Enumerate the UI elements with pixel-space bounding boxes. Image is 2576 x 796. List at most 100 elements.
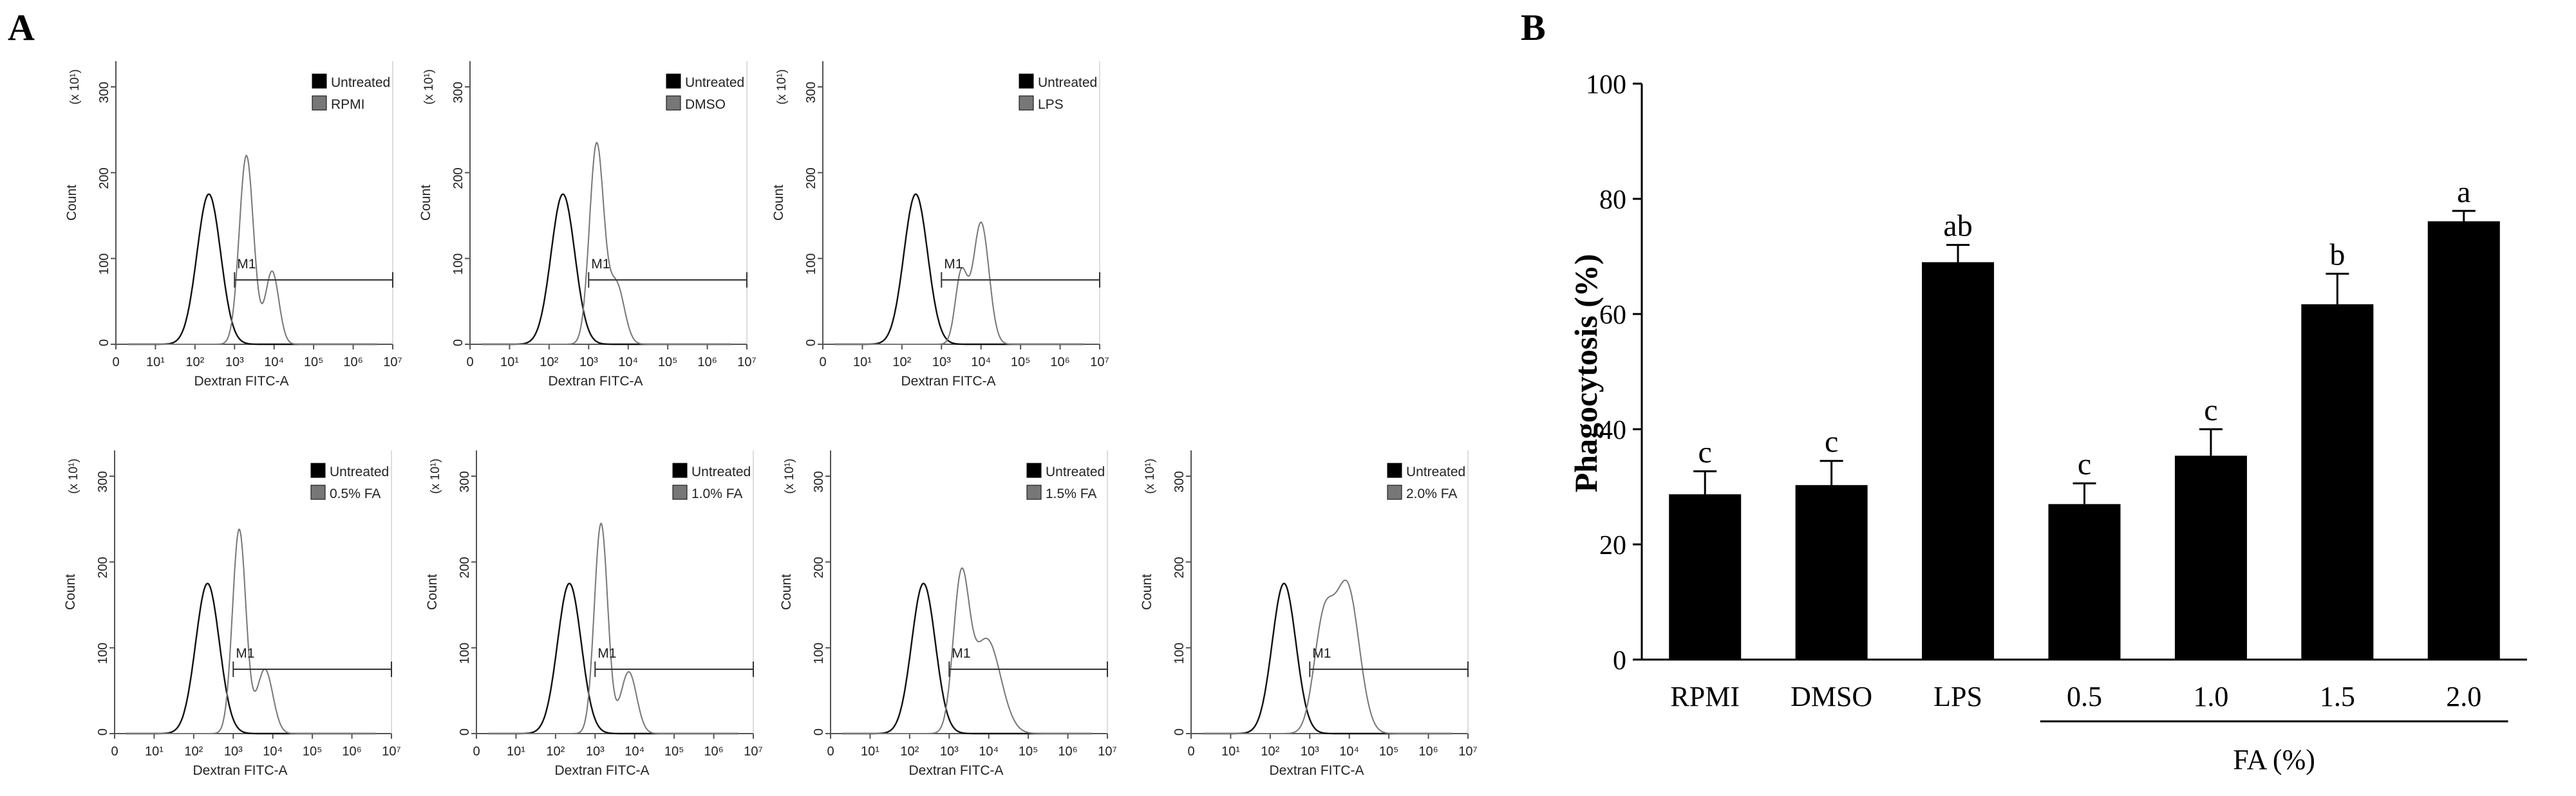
x-tick-label: 10³ (225, 355, 244, 369)
legend-label: LPS (1038, 97, 1064, 112)
bar-y-tick-label: 80 (1599, 185, 1626, 215)
histogram-5: 0 100 200 300 0 10¹ 10² 10³ 10⁴ 10⁵ 10⁶ 10⁷ Dextran … (425, 450, 763, 778)
x-axis-label: Dextran FITC-A (554, 763, 649, 778)
x-tick-label: 10² (900, 745, 919, 759)
x-tick-label: 10² (546, 745, 565, 759)
y-tick-label: 300 (1172, 471, 1187, 492)
x-tick-label: 10⁶ (343, 355, 362, 369)
bar-y-tick-label: 100 (1586, 70, 1626, 100)
bar-2 (1795, 485, 1868, 660)
y-scale-note: (x 10¹) (775, 69, 789, 105)
x-tick-label: 10³ (224, 745, 243, 759)
marker-label: M1 (952, 646, 970, 661)
x-tick-label: 10² (1261, 745, 1279, 759)
histogram-curve-treated (842, 567, 1092, 734)
significance-label: b (2329, 237, 2345, 272)
histogram-1: 0 100 200 300 0 10¹ 10² 10³ 10⁴ 10⁵ 10⁶ 10⁷ Dextran … (64, 61, 402, 389)
legend-swatch (1026, 463, 1042, 478)
x-tick-label: 10³ (586, 745, 605, 759)
x-tick-label: 10⁶ (704, 745, 723, 759)
y-tick-label: 200 (812, 557, 826, 578)
x-tick-label: 10² (540, 355, 558, 369)
y-tick-label: 100 (1172, 643, 1187, 664)
x-tick-label: 10⁴ (618, 355, 638, 369)
y-tick-label: 200 (804, 167, 818, 189)
y-tick-label: 0 (812, 728, 826, 736)
histogram-3: 0 100 200 300 0 10¹ 10² 10³ 10⁴ 10⁵ 10⁶ 10⁷ Dextran … (771, 61, 1109, 389)
y-scale-note: (x 10¹) (67, 459, 80, 494)
legend-swatch (672, 463, 688, 478)
x-axis-label: Dextran FITC-A (901, 374, 995, 389)
x-tick-label: 0 (819, 355, 826, 369)
histogram-curve-treated (834, 221, 1084, 345)
y-tick-label: 300 (97, 82, 111, 103)
bar-category-label: 0.5 (2067, 681, 2102, 712)
bar-category-label: 2.0 (2446, 681, 2481, 712)
x-axis-label: Dextran FITC-A (193, 763, 287, 778)
y-scale-note: (x 10¹) (783, 459, 796, 494)
histogram-curve-treated (1203, 579, 1453, 734)
y-tick-label: 100 (804, 254, 818, 275)
y-tick-label: 0 (96, 728, 110, 736)
legend-label: Untreated (1406, 465, 1465, 479)
x-tick-label: 0 (111, 745, 118, 759)
x-tick-label: 10⁴ (979, 745, 999, 759)
legend-swatch (1026, 485, 1042, 500)
y-tick-label: 100 (96, 643, 110, 664)
x-tick-label: 10⁷ (382, 745, 400, 759)
y-tick-label: 0 (97, 339, 111, 346)
significance-label: a (2457, 175, 2470, 209)
legend-swatch (1387, 485, 1402, 500)
significance-label: c (1825, 425, 1838, 459)
y-scale-note: (x 10¹) (68, 69, 82, 105)
y-tick-label: 300 (812, 471, 826, 492)
x-axis-label: Dextran FITC-A (1269, 763, 1364, 778)
y-tick-label: 100 (451, 254, 465, 275)
marker-label: M1 (944, 257, 963, 272)
legend-label: DMSO (685, 97, 726, 112)
panel-a-histograms: 0 100 200 300 0 10¹ 10² 10³ 10⁴ 10⁵ 10⁶ 10⁷ Dextran … (63, 61, 1478, 778)
x-tick-label: 10¹ (861, 745, 879, 759)
legend-swatch (1019, 73, 1034, 89)
x-tick-label: 10³ (940, 745, 959, 759)
x-tick-label: 10⁵ (1011, 355, 1031, 369)
legend-swatch (672, 485, 688, 500)
bar-y-tick-label: 0 (1613, 646, 1626, 676)
histogram-7: 0 100 200 300 0 10¹ 10² 10³ 10⁴ 10⁵ 10⁶ 10⁷ Dextran … (1140, 450, 1478, 778)
y-tick-label: 0 (451, 339, 465, 346)
histogram-curve-treated (482, 142, 731, 345)
y-tick-label: 300 (804, 82, 818, 103)
histogram-curve-treated (488, 523, 738, 734)
legend-label: 2.0% FA (1406, 486, 1457, 501)
legend-swatch (666, 73, 681, 89)
legend-label: Untreated (691, 465, 751, 479)
marker-label: M1 (1312, 646, 1331, 661)
x-tick-label: 10⁷ (1098, 745, 1116, 759)
y-axis-label: Count (63, 574, 78, 610)
legend-label: RPMI (331, 97, 365, 112)
y-axis-label: Count (425, 574, 440, 610)
x-tick-label: 10⁶ (342, 745, 361, 759)
bar-category-label: RPMI (1670, 681, 1740, 712)
y-tick-label: 200 (1172, 557, 1187, 578)
x-tick-label: 10¹ (1221, 745, 1240, 759)
x-tick-label: 0 (1187, 745, 1194, 759)
legend-label: 0.5% FA (330, 486, 381, 501)
y-tick-label: 100 (97, 254, 111, 275)
marker-label: M1 (591, 257, 610, 272)
x-tick-label: 0 (466, 355, 473, 369)
x-tick-label: 0 (827, 745, 834, 759)
x-axis-label: Dextran FITC-A (548, 374, 643, 389)
y-axis-label: Count (771, 185, 786, 221)
x-tick-label: 10⁴ (263, 745, 283, 759)
x-tick-label: 0 (473, 745, 480, 759)
bar-y-axis-label: Phagocytosis (%) (1568, 254, 1604, 493)
x-tick-label: 10³ (1301, 745, 1319, 759)
y-tick-label: 300 (451, 82, 465, 103)
histogram-curve-treated (127, 154, 377, 345)
x-tick-label: 10⁴ (971, 355, 991, 369)
legend-swatch (312, 73, 327, 89)
x-tick-label: 10⁶ (1058, 745, 1077, 759)
bar-7 (2427, 221, 2500, 660)
y-tick-label: 200 (97, 167, 111, 189)
